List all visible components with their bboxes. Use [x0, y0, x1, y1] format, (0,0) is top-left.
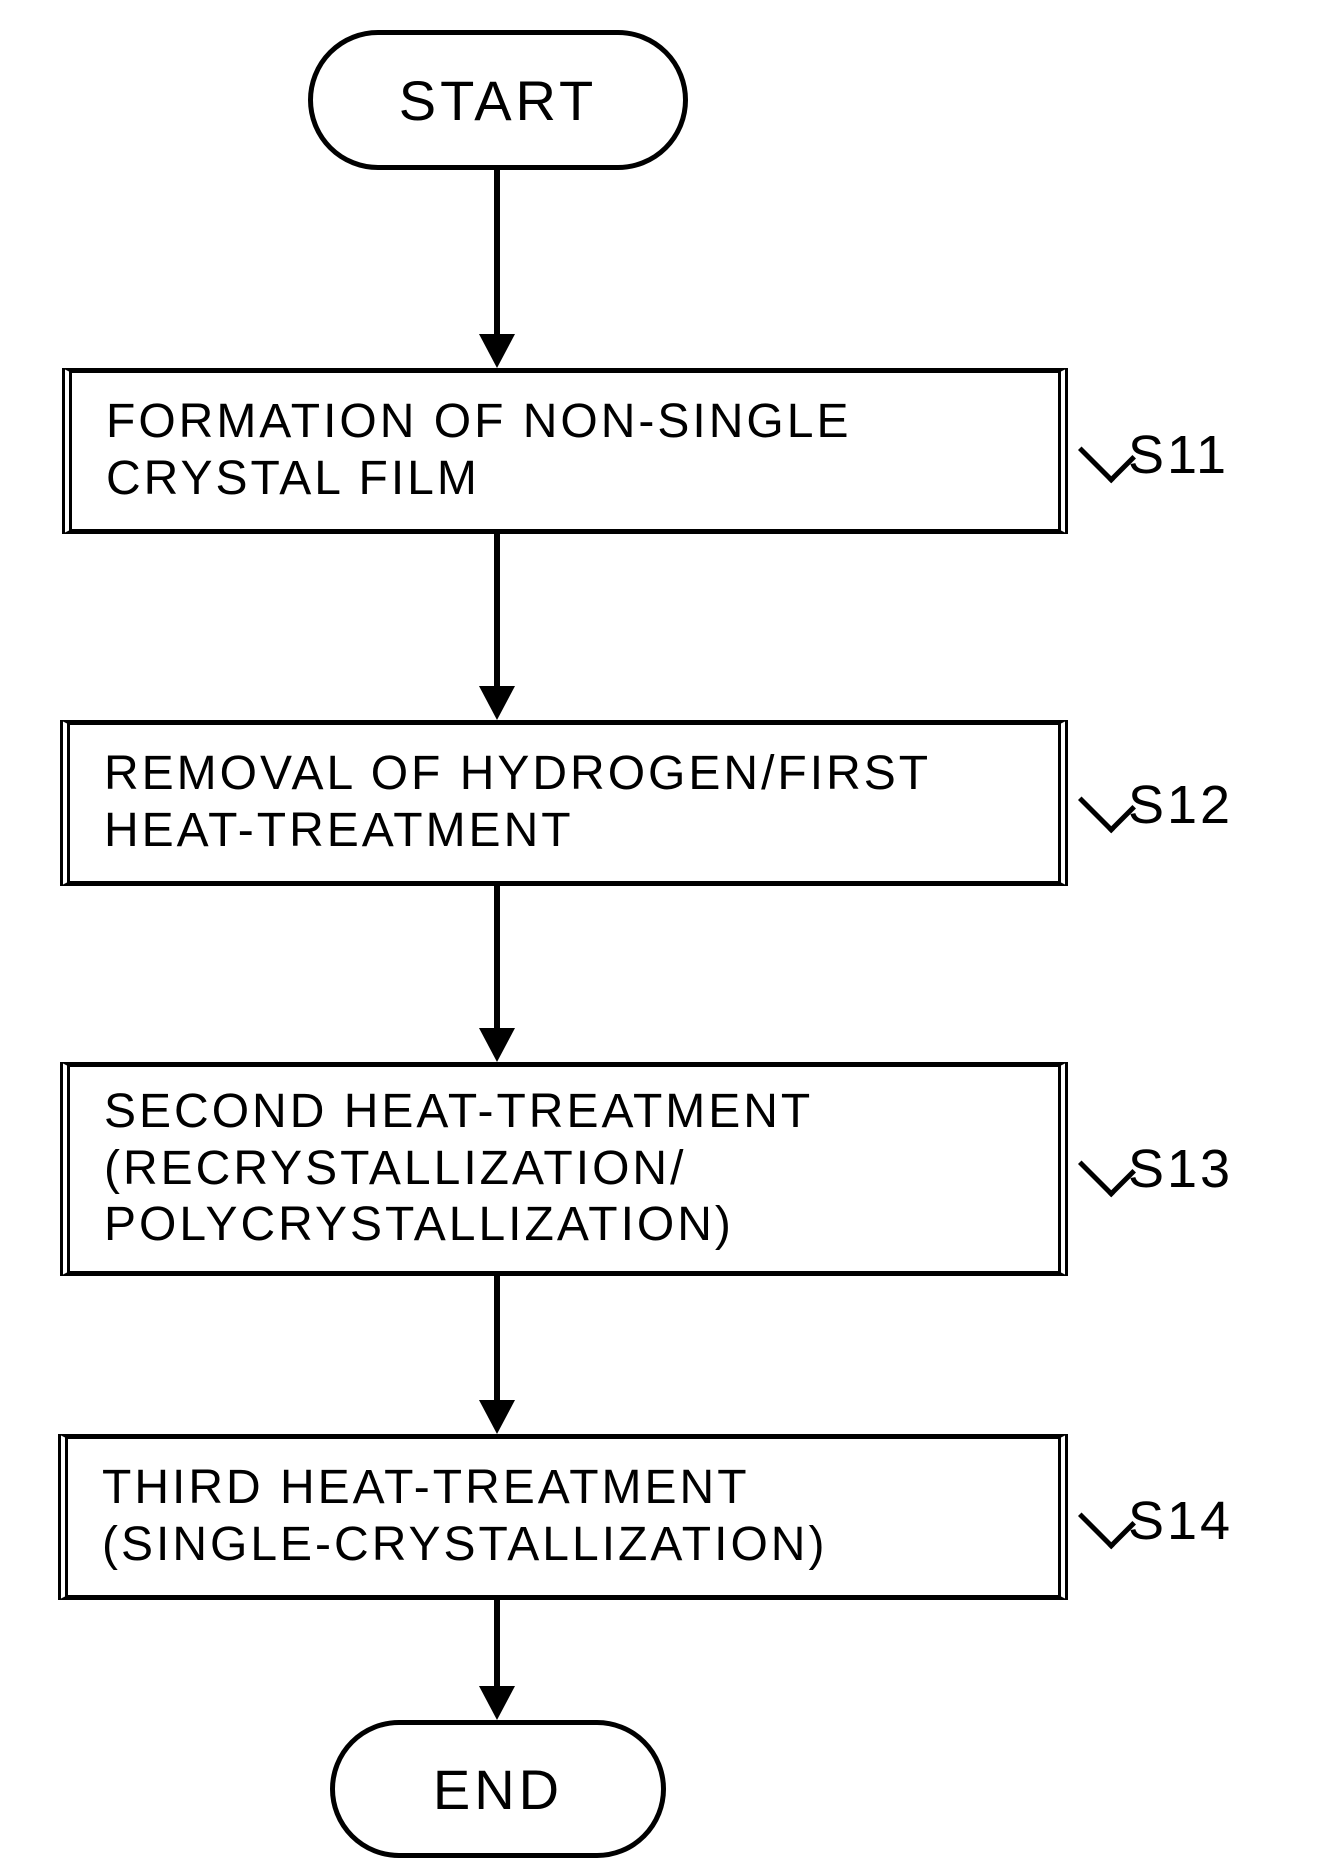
arrow-head-icon — [479, 334, 515, 368]
arrow-line — [494, 1600, 500, 1686]
arrow-line — [494, 1276, 500, 1400]
step-label-s12: S12 — [1128, 774, 1233, 836]
process-step-text: THIRD HEAT-TREATMENT (SINGLE-CRYSTALLIZA… — [102, 1460, 827, 1573]
terminal-end: END — [330, 1720, 666, 1858]
terminal-start-label: START — [399, 68, 597, 133]
step-label-s14: S14 — [1128, 1490, 1233, 1552]
process-step-text: SECOND HEAT-TREATMENT (RECRYSTALLIZATION… — [104, 1084, 813, 1254]
arrow-head-icon — [479, 686, 515, 720]
arrow-line — [494, 165, 500, 334]
process-step-text: REMOVAL OF HYDROGEN/FIRST HEAT-TREATMENT — [104, 746, 931, 859]
flowchart-canvas: START FORMATION OF NON-SINGLE CRYSTAL FI… — [0, 0, 1331, 1866]
arrow-head-icon — [479, 1686, 515, 1720]
arrow-line — [494, 534, 500, 686]
process-step-s12: REMOVAL OF HYDROGEN/FIRST HEAT-TREATMENT — [60, 720, 1068, 886]
process-step-s14: THIRD HEAT-TREATMENT (SINGLE-CRYSTALLIZA… — [58, 1434, 1068, 1600]
terminal-end-label: END — [433, 1757, 563, 1822]
process-step-text: FORMATION OF NON-SINGLE CRYSTAL FILM — [106, 394, 851, 507]
arrow-head-icon — [479, 1400, 515, 1434]
step-label-s13: S13 — [1128, 1138, 1233, 1200]
process-step-s13: SECOND HEAT-TREATMENT (RECRYSTALLIZATION… — [60, 1062, 1068, 1276]
process-step-s11: FORMATION OF NON-SINGLE CRYSTAL FILM — [62, 368, 1068, 534]
step-label-s11: S11 — [1128, 424, 1229, 486]
arrow-head-icon — [479, 1028, 515, 1062]
arrow-line — [494, 886, 500, 1028]
terminal-start: START — [308, 30, 688, 170]
